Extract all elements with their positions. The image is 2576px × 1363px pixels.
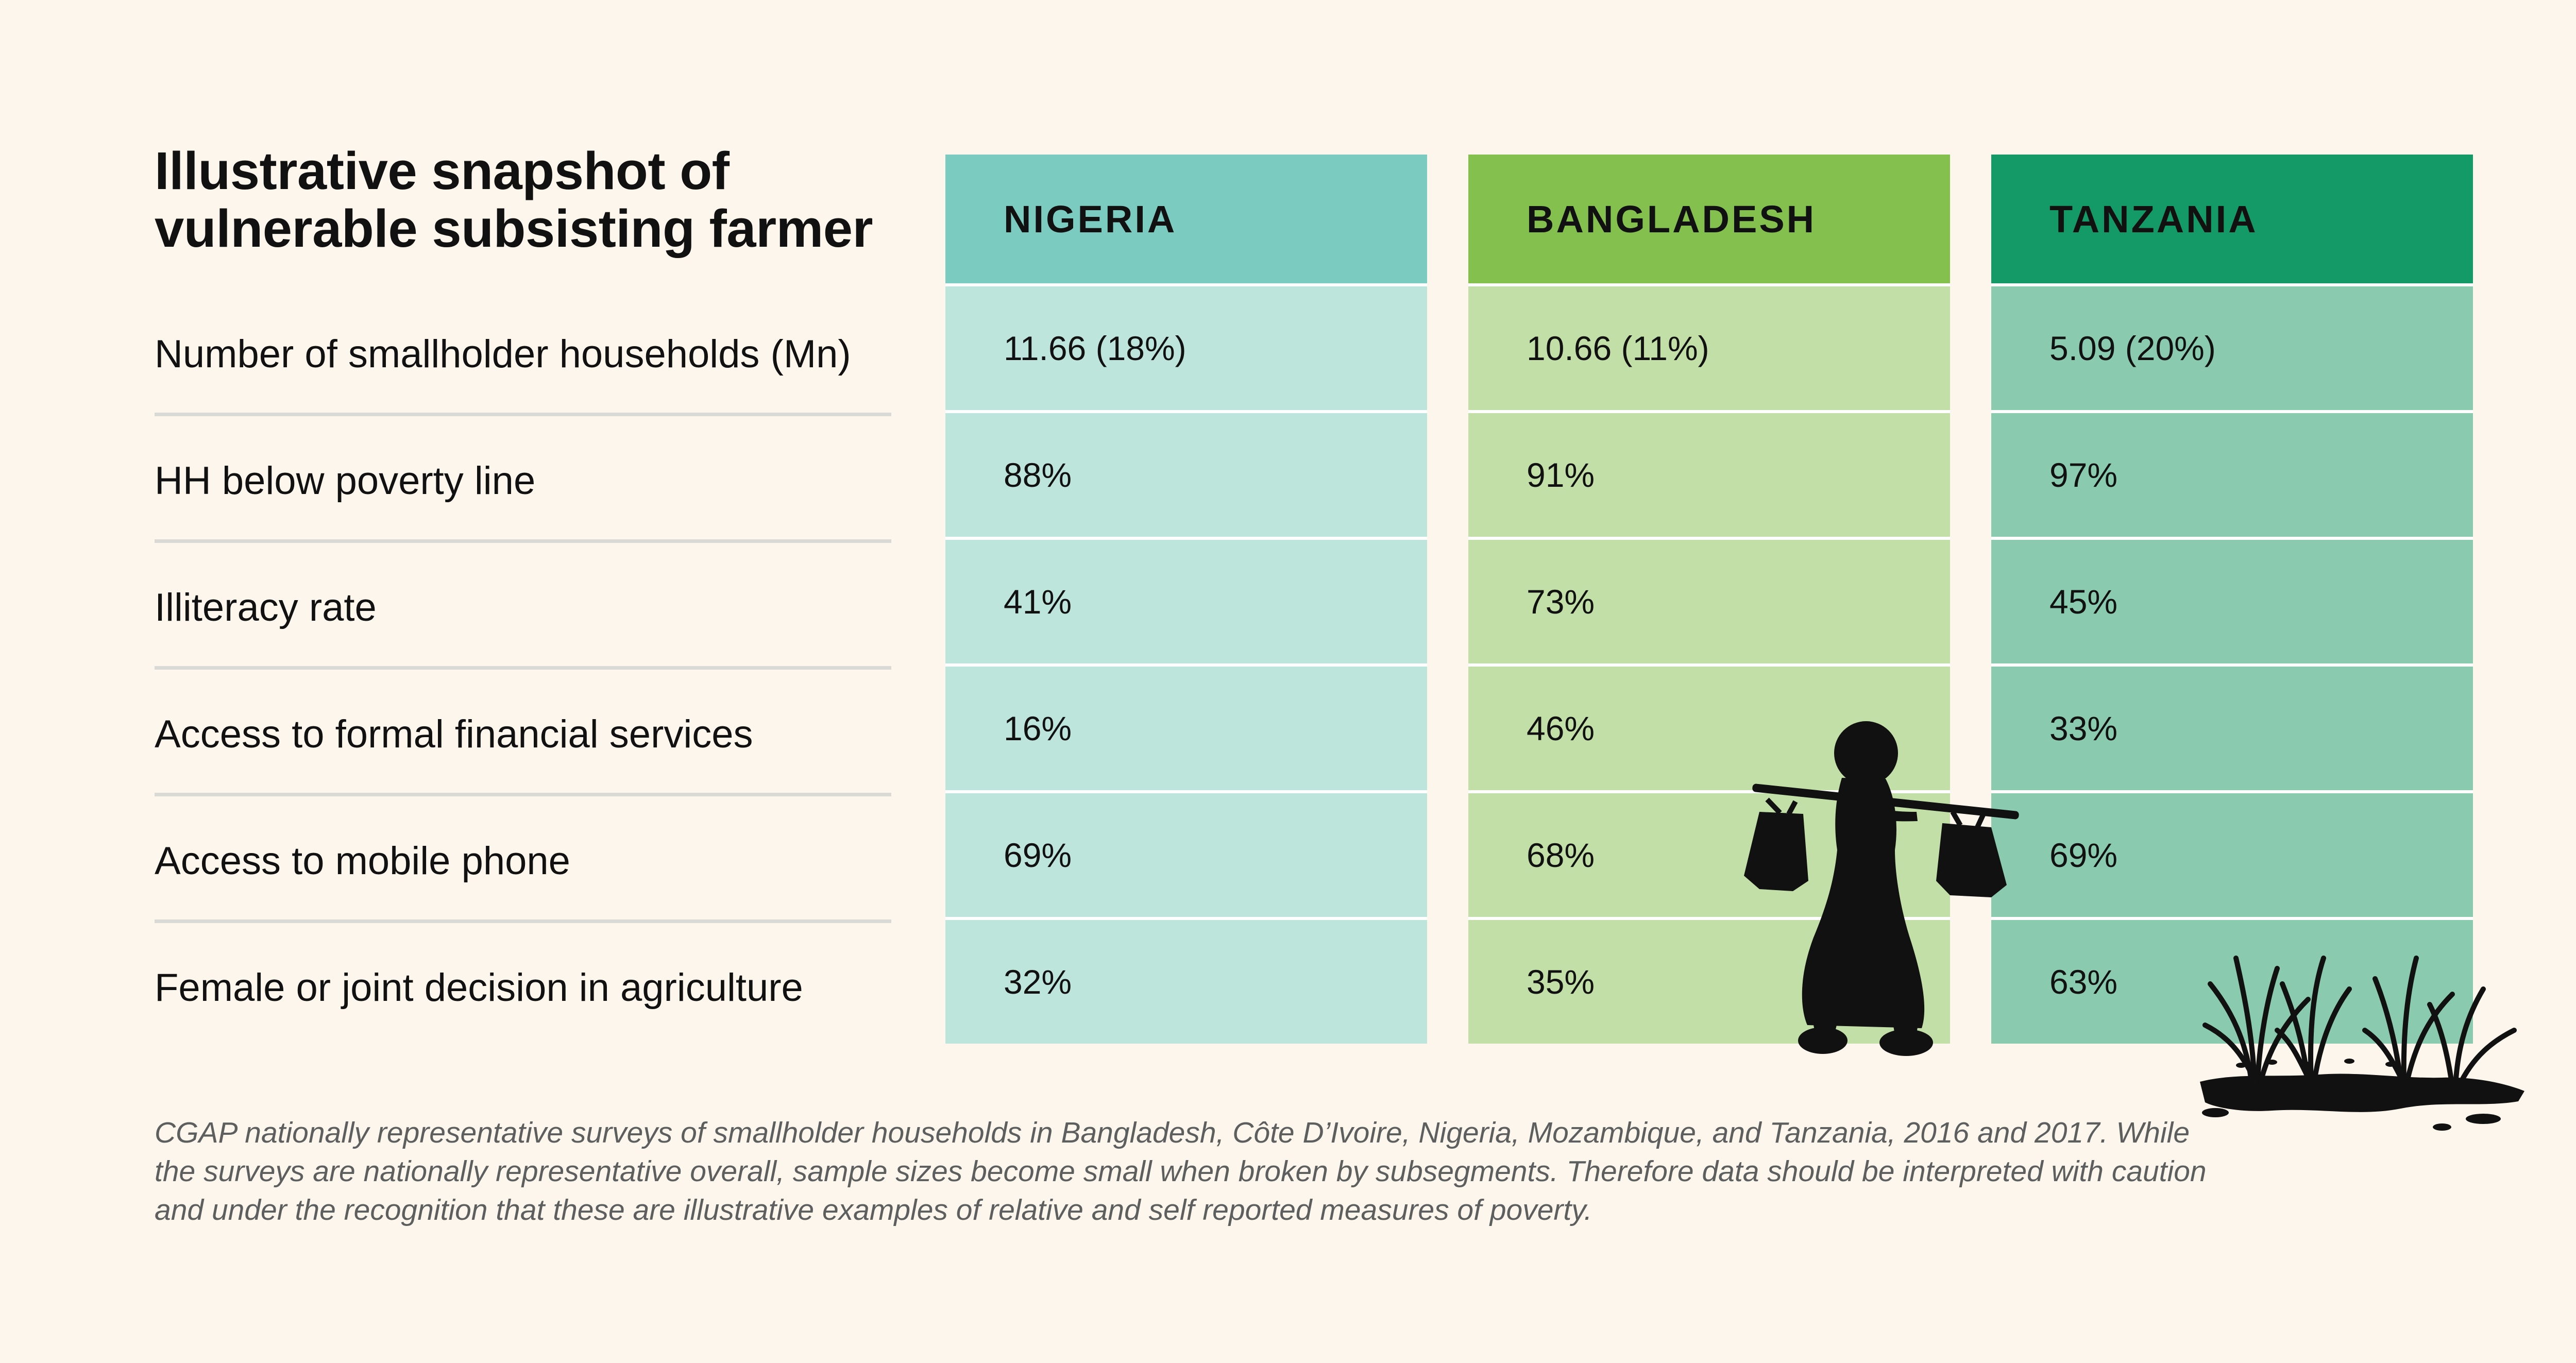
cell-nigeria-financial-services: 16% xyxy=(945,663,1427,790)
row-label-households: Number of smallholder households (Mn) xyxy=(155,332,851,376)
cell-bangladesh-poverty: 91% xyxy=(1468,410,1950,537)
source-footnote: CGAP nationally representative surveys o… xyxy=(155,1116,2207,1226)
cell-tanzania-illiteracy: 45% xyxy=(1991,537,2473,663)
row-label-poverty: HH below poverty line xyxy=(155,459,536,503)
country-column-tanzania: TANZANIA 5.09 (20%) 97% 45% 33% 69% 63% xyxy=(1991,155,2473,1044)
title-line-2: vulnerable subsisting farmer xyxy=(155,199,873,258)
row-divider xyxy=(155,413,891,416)
country-column-bangladesh: BANGLADESH 10.66 (11%) 91% 73% 46% 68% 3… xyxy=(1468,155,1950,1044)
title-line-1: Illustrative snapshot of xyxy=(155,141,730,200)
cell-tanzania-households: 5.09 (20%) xyxy=(1991,283,2473,410)
cell-bangladesh-households: 10.66 (11%) xyxy=(1468,283,1950,410)
row-label-financial-services: Access to formal financial services xyxy=(155,712,753,756)
row-divider xyxy=(155,919,891,923)
cell-tanzania-financial-services: 33% xyxy=(1991,663,2473,790)
row-divider xyxy=(155,666,891,670)
cell-nigeria-illiteracy: 41% xyxy=(945,537,1427,663)
country-column-nigeria: NIGERIA 11.66 (18%) 88% 41% 16% 69% 32% xyxy=(945,155,1427,1044)
page-title: Illustrative snapshot of vulnerable subs… xyxy=(155,142,927,258)
cell-bangladesh-illiteracy: 73% xyxy=(1468,537,1950,663)
row-label-decision-agriculture: Female or joint decision in agriculture xyxy=(155,966,803,1010)
column-header-bangladesh: BANGLADESH xyxy=(1468,155,1950,283)
cell-nigeria-poverty: 88% xyxy=(945,410,1427,537)
rice-plants-icon xyxy=(2200,956,2524,1131)
cell-nigeria-decision-agriculture: 32% xyxy=(945,917,1427,1044)
row-label-illiteracy: Illiteracy rate xyxy=(155,586,377,629)
cell-tanzania-poverty: 97% xyxy=(1991,410,2473,537)
row-label-mobile-phone: Access to mobile phone xyxy=(155,839,570,883)
row-divider xyxy=(155,539,891,543)
farmer-silhouette-icon xyxy=(1744,721,2019,1056)
row-divider xyxy=(155,793,891,796)
column-header-tanzania: TANZANIA xyxy=(1991,155,2473,283)
cell-tanzania-mobile-phone: 69% xyxy=(1991,790,2473,917)
cell-nigeria-mobile-phone: 69% xyxy=(945,790,1427,917)
cell-nigeria-households: 11.66 (18%) xyxy=(945,283,1427,410)
column-header-nigeria: NIGERIA xyxy=(945,155,1427,283)
